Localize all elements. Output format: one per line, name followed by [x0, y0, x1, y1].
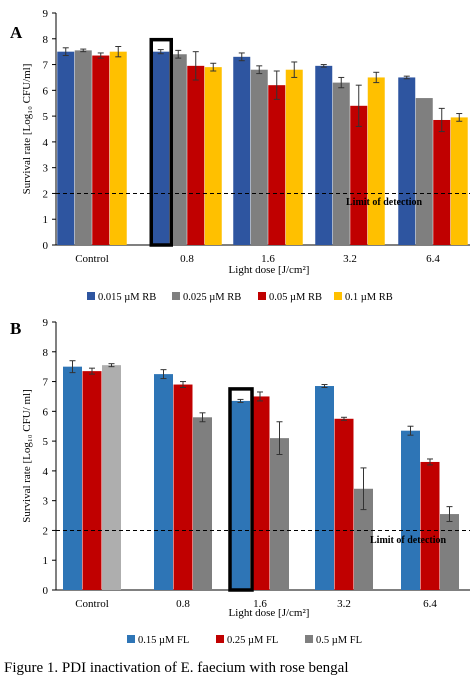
bar: [92, 55, 110, 246]
y-tick-label: 3: [43, 163, 49, 175]
bar: [233, 56, 251, 246]
y-tick-label: 5: [43, 436, 49, 448]
bar: [270, 438, 289, 590]
bar: [285, 69, 303, 245]
highlight-box: [228, 387, 254, 592]
legend-entry: 0.5 µM FL: [316, 635, 362, 646]
y-tick-label: 5: [43, 111, 49, 123]
y-tick-label: 8: [43, 34, 49, 46]
y-tick-label: 7: [43, 60, 49, 72]
bar: [193, 417, 212, 590]
x-tick-label: 6.4: [423, 598, 437, 610]
panel-letter: A: [10, 23, 23, 42]
y-tick-label: 0: [43, 240, 49, 252]
legend-entry: 0.05 µM RB: [269, 292, 322, 303]
legend-entry: 0.25 µM FL: [227, 635, 278, 646]
bar: [332, 82, 350, 245]
bar: [57, 51, 75, 245]
y-tick-label: 6: [43, 406, 49, 418]
bar: [204, 67, 222, 245]
bar: [82, 371, 102, 590]
chart-panel-b: B 0 1 2 3 4 5 6 7 8 9 Survival rate [Log₁₀ CFU/ ml]…: [10, 317, 470, 646]
highlight-box: [149, 37, 173, 247]
legend-swatch: [305, 635, 313, 643]
y-axis-title: Survival rate [Log₁₀ CFU/ml]: [21, 64, 33, 195]
chart-panel-a: A 0 1 2 3 4 5 6 7 8 9 Survival rate [Log₁₀ CFU/ml] C…: [10, 8, 470, 303]
bar: [250, 69, 268, 245]
x-tick-label: 0.8: [176, 598, 190, 610]
bar: [420, 461, 440, 590]
x-tick-label: 6.4: [426, 253, 440, 265]
x-tick-label: 1.6: [253, 598, 267, 610]
bar: [173, 384, 193, 590]
bar: [250, 396, 270, 590]
x-axis-title: Light dose [J/cm²]: [229, 607, 310, 619]
y-tick-label: 1: [43, 214, 49, 226]
limit-of-detection-label: Limit of detection: [370, 535, 447, 546]
bar: [152, 51, 170, 245]
limit-of-detection-label: Limit of detection: [346, 197, 423, 208]
bar: [169, 54, 187, 245]
legend-swatch: [258, 292, 266, 300]
bar: [268, 85, 286, 245]
y-tick-label: 4: [43, 466, 49, 478]
bar: [315, 65, 333, 245]
bar: [440, 514, 459, 590]
x-tick-label: Control: [75, 253, 109, 265]
panel-letter: B: [10, 319, 21, 338]
legend-entry: 0.15 µM FL: [138, 635, 189, 646]
legend-entry: 0.1 µM RB: [345, 292, 393, 303]
x-tick-label: 1.6: [261, 253, 275, 265]
x-tick-label: 3.2: [343, 253, 357, 265]
bar: [367, 77, 385, 245]
bar: [415, 98, 433, 245]
bar: [154, 374, 173, 590]
legend-swatch: [334, 292, 342, 300]
y-tick-label: 7: [43, 377, 49, 389]
y-tick-label: 9: [43, 317, 49, 329]
bar: [354, 488, 373, 590]
y-axis-title: Survival rate [Log₁₀ CFU/ ml]: [21, 389, 33, 523]
bar: [187, 65, 205, 245]
x-tick-label: 3.2: [337, 598, 351, 610]
figure-caption: Figure 1. PDI inactivation of E. faecium…: [4, 660, 349, 676]
bar: [74, 50, 92, 245]
bar: [315, 386, 334, 590]
bar: [231, 400, 250, 590]
y-tick-label: 8: [43, 347, 49, 359]
bar: [398, 77, 416, 245]
y-tick-label: 0: [43, 585, 49, 597]
legend-entry: 0.015 µM RB: [98, 292, 156, 303]
y-tick-label: 1: [43, 555, 49, 567]
bar: [109, 51, 127, 245]
y-tick-label: 2: [43, 188, 49, 200]
bar: [433, 119, 451, 245]
legend-swatch: [216, 635, 224, 643]
bar: [350, 105, 368, 245]
bar: [102, 365, 121, 590]
y-tick-label: 6: [43, 85, 49, 97]
bar: [334, 418, 354, 590]
legend-swatch: [87, 292, 95, 300]
y-tick-label: 2: [43, 525, 49, 537]
legend-swatch: [127, 635, 135, 643]
x-axis-title: Light dose [J/cm²]: [229, 264, 310, 276]
legend-swatch: [172, 292, 180, 300]
legend-entry: 0.025 µM RB: [183, 292, 241, 303]
y-tick-label: 9: [43, 8, 49, 20]
bar: [63, 366, 82, 590]
y-tick-label: 3: [43, 496, 49, 508]
y-tick-label: 4: [43, 137, 49, 149]
bar: [450, 117, 468, 245]
bar: [401, 430, 420, 590]
x-tick-label: 0.8: [180, 253, 194, 265]
x-tick-label: Control: [75, 598, 109, 610]
